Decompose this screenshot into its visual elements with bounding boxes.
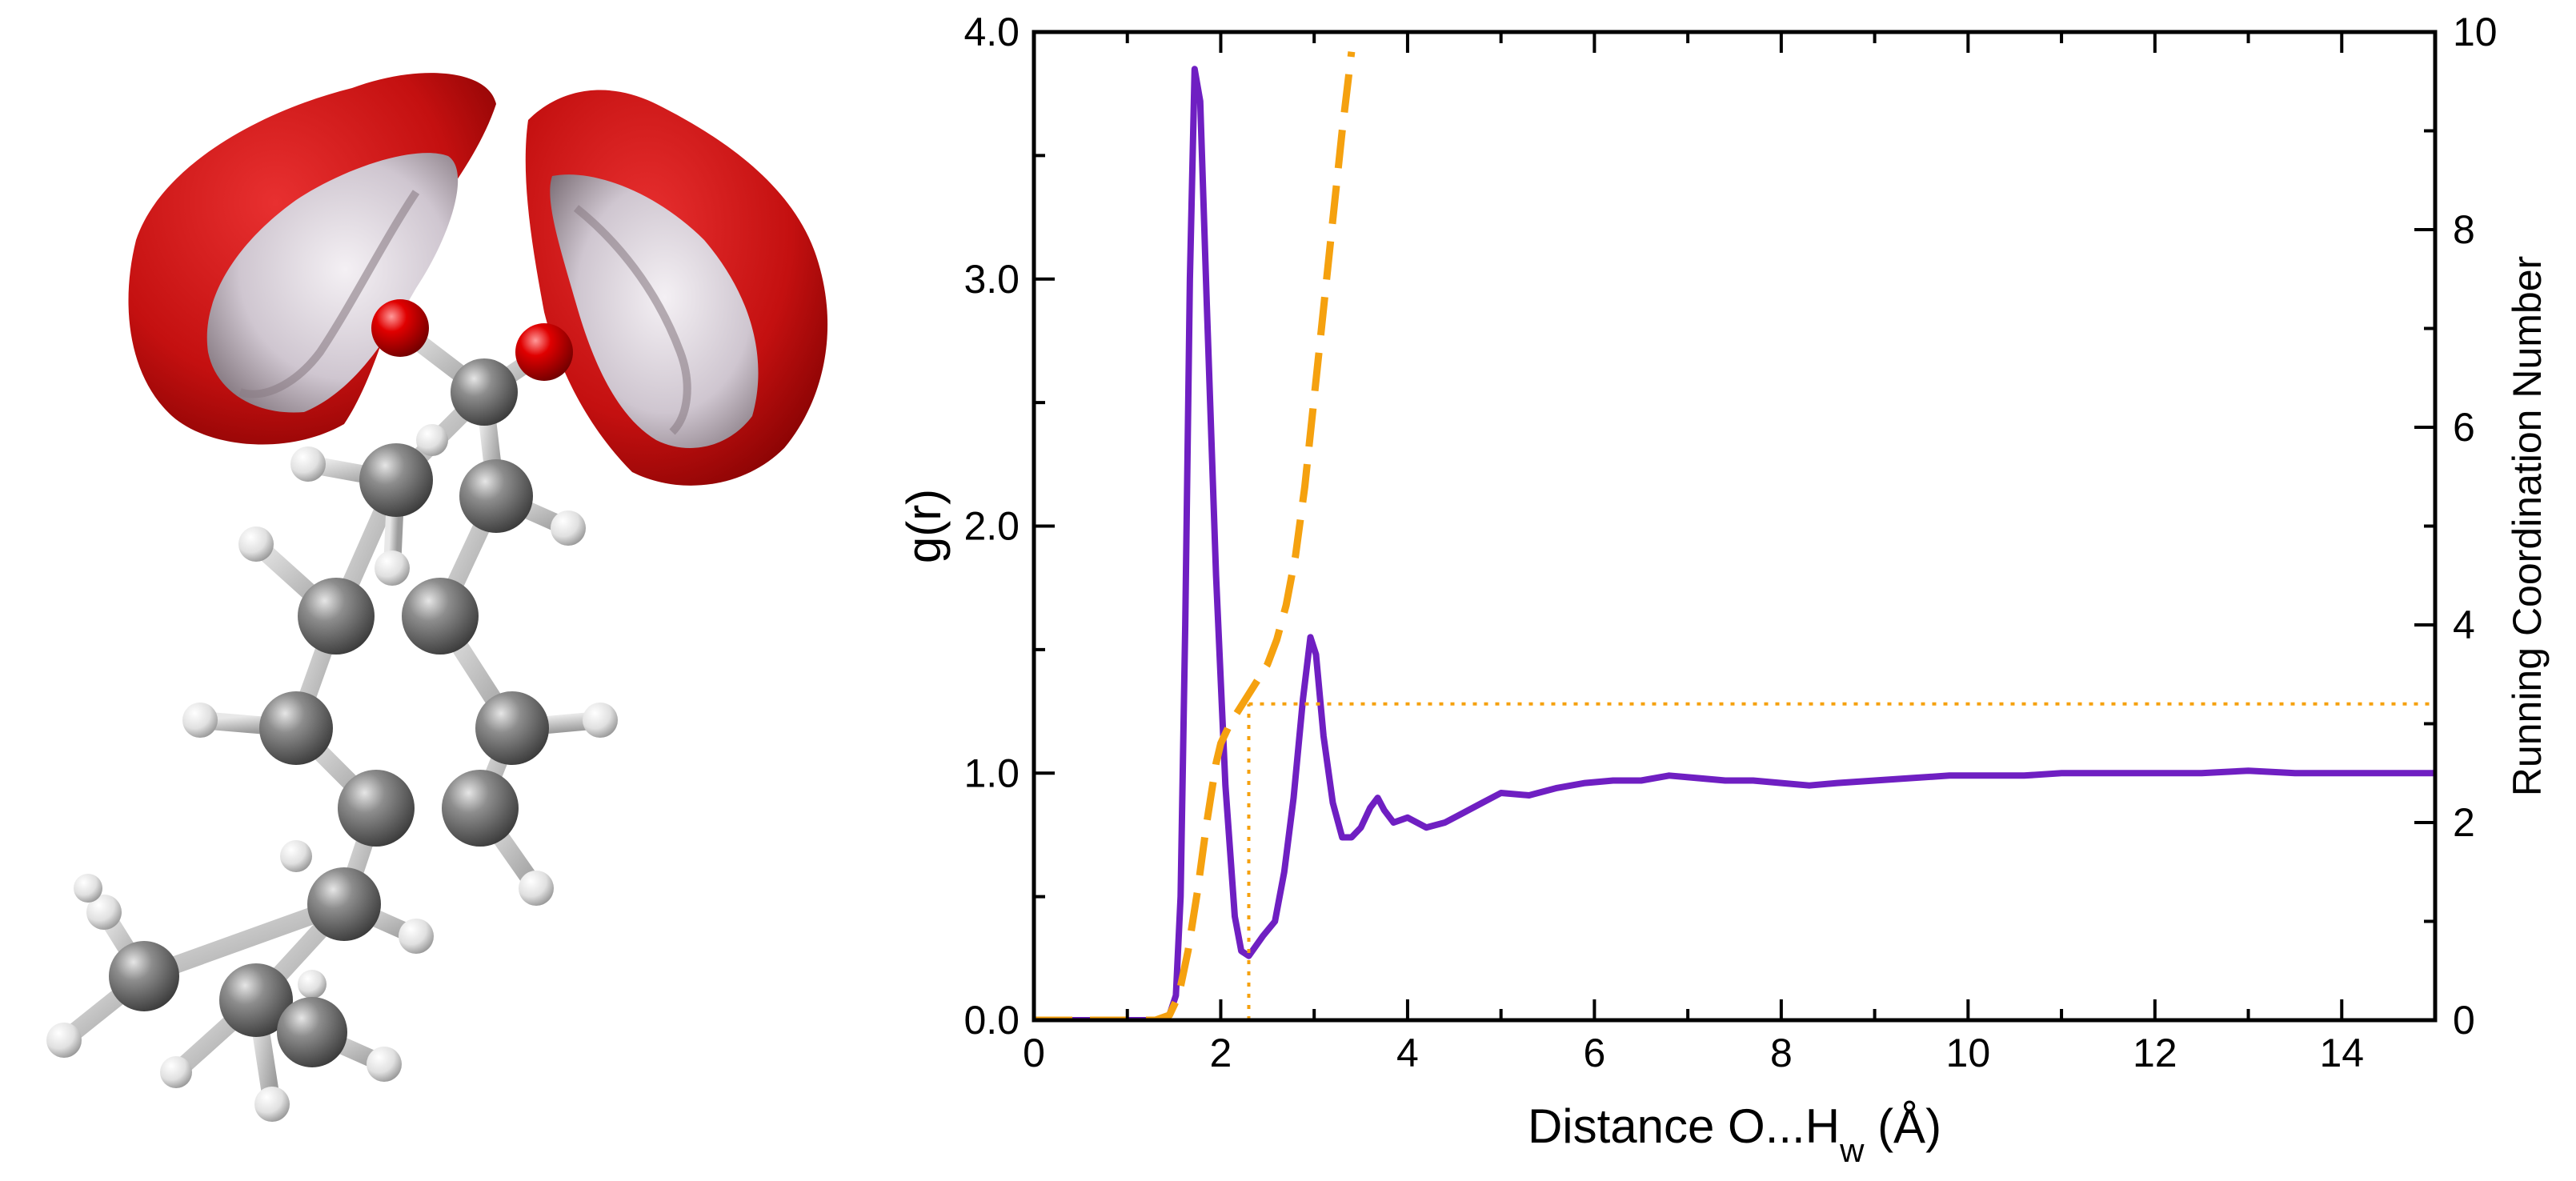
y-left-axis-title: g(r) bbox=[897, 489, 951, 563]
y-right-tick-label: 8 bbox=[2453, 207, 2475, 252]
x-tick-label: 6 bbox=[1583, 1031, 1605, 1075]
y-right-tick-label: 4 bbox=[2453, 603, 2475, 647]
hydrogen-atoms bbox=[46, 424, 618, 1122]
right-isosurface-lobe bbox=[525, 90, 828, 486]
y-left-tick-label: 4.0 bbox=[963, 10, 1020, 54]
y-right-tick-label: 2 bbox=[2453, 800, 2475, 845]
y-left-tick-label: 1.0 bbox=[963, 751, 1020, 795]
molecule-illustration bbox=[46, 73, 828, 1122]
x-tick-label: 0 bbox=[1023, 1031, 1045, 1075]
x-tick-label: 14 bbox=[2319, 1031, 2364, 1075]
oxygen-atoms bbox=[371, 299, 573, 381]
carbon-atoms bbox=[109, 358, 549, 1067]
x-tick-label: 12 bbox=[2133, 1031, 2177, 1075]
x-tick-label: 4 bbox=[1396, 1031, 1419, 1075]
y-left-tick-label: 0.0 bbox=[963, 998, 1020, 1043]
y-right-tick-label: 6 bbox=[2453, 405, 2475, 450]
x-tick-label: 10 bbox=[1946, 1031, 1991, 1075]
series-line-g-of-r bbox=[1034, 66, 2435, 1020]
y-left-tick-label: 3.0 bbox=[963, 257, 1020, 302]
series-line-coordination-number bbox=[1034, 51, 1356, 1020]
y-left-tick-label: 2.0 bbox=[963, 504, 1020, 549]
y-right-axis-title: Running Coordination Number bbox=[2505, 256, 2550, 796]
left-isosurface-lobe bbox=[128, 73, 496, 445]
y-right-tick-label: 0 bbox=[2453, 998, 2475, 1043]
x-axis-title: Distance O...Hw (Å) bbox=[1528, 1099, 1941, 1169]
x-tick-label: 8 bbox=[1770, 1031, 1793, 1075]
y-right-tick-label: 10 bbox=[2453, 10, 2498, 54]
x-tick-label: 2 bbox=[1210, 1031, 1232, 1075]
plot-frame bbox=[1032, 30, 2438, 1023]
